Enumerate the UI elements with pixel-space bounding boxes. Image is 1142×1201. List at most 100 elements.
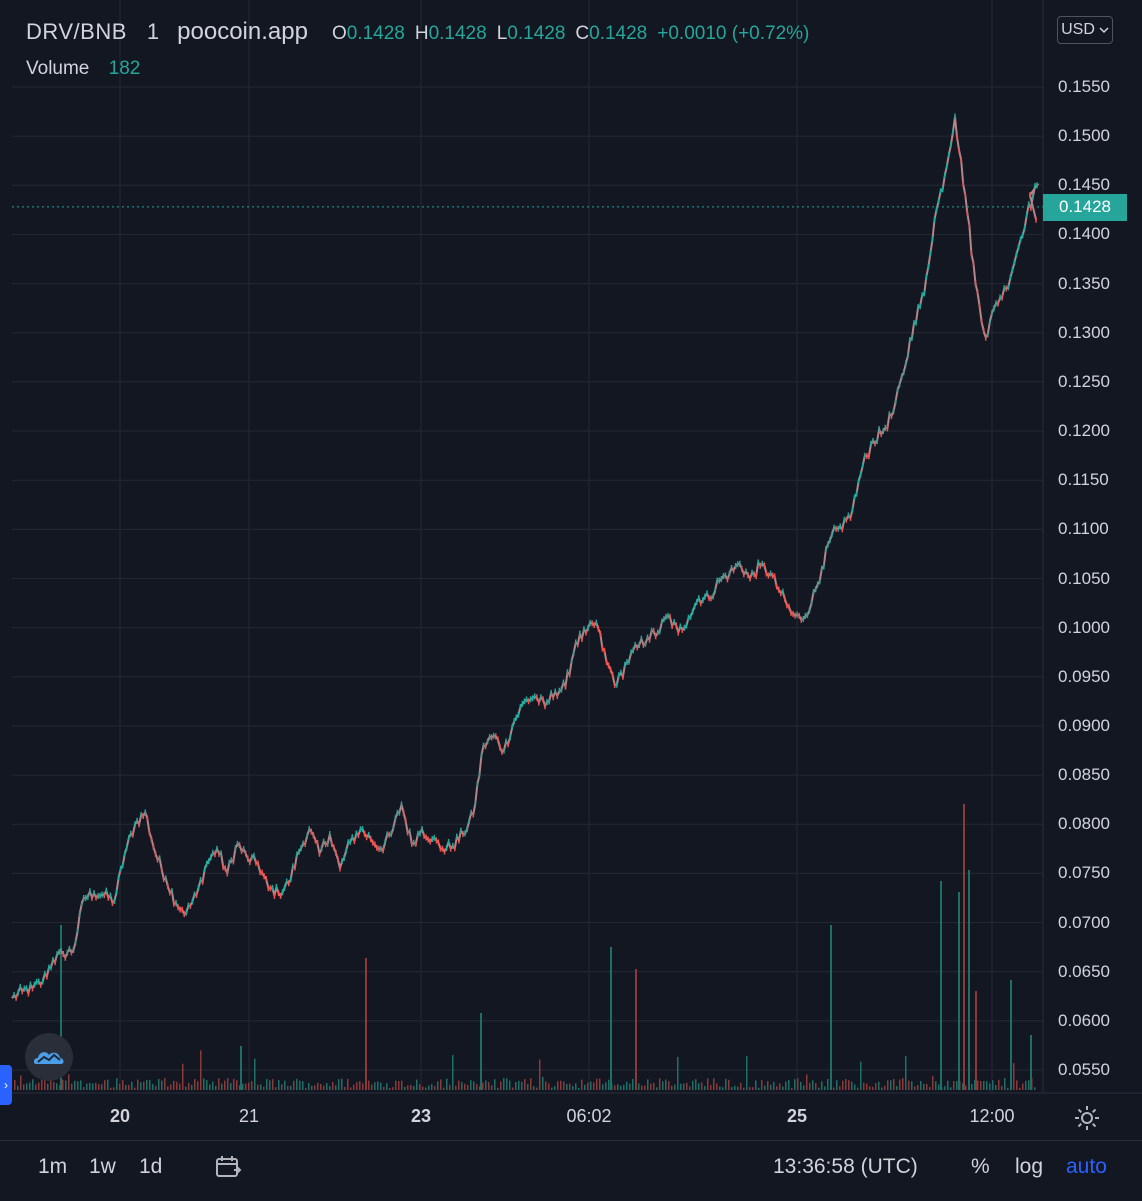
volume-bar	[359, 1081, 361, 1090]
volume-bar	[89, 1082, 91, 1090]
volume-bar	[581, 1079, 583, 1090]
volume-bar	[368, 1080, 370, 1090]
symbol-name[interactable]: DRV/BNB	[26, 19, 127, 44]
volume-bar	[260, 1084, 262, 1090]
volume-bar	[599, 1078, 601, 1090]
volume-bar	[518, 1080, 520, 1090]
volume-bar	[428, 1085, 430, 1090]
volume-bar	[59, 1085, 61, 1090]
volume-bar	[719, 1086, 721, 1090]
volume-bar	[395, 1080, 397, 1090]
volume-bar	[557, 1081, 559, 1090]
volume-bar	[1010, 980, 1012, 1090]
y-tick-label: 0.1400	[1058, 224, 1110, 244]
range-button-1w[interactable]: 1w	[89, 1155, 116, 1178]
volume-bar	[416, 1079, 418, 1090]
volume-bar	[1030, 1035, 1032, 1090]
volume-bar	[164, 1078, 166, 1090]
open-key: O	[331, 23, 347, 44]
volume-bar	[839, 1086, 841, 1090]
volume-bar	[707, 1078, 709, 1090]
volume-bar	[275, 1087, 277, 1090]
volume-bar	[821, 1081, 823, 1090]
volume-bar	[383, 1086, 385, 1090]
volume-bar	[480, 1013, 482, 1090]
volume-bar	[590, 1081, 592, 1090]
range-button-1d[interactable]: 1d	[139, 1155, 163, 1178]
volume-bars	[14, 804, 1036, 1090]
volume-bar	[692, 1080, 694, 1090]
volume-bar	[251, 1081, 253, 1090]
volume-bar	[350, 1087, 352, 1090]
y-tick-label: 0.0650	[1058, 961, 1110, 981]
volume-bar	[749, 1087, 751, 1090]
y-tick-label: 0.1250	[1058, 371, 1110, 391]
volume-bar	[521, 1081, 523, 1090]
volume-bar	[137, 1079, 139, 1090]
volume-bar	[449, 1084, 451, 1090]
volume-bar	[851, 1081, 853, 1090]
volume-bar	[77, 1081, 79, 1090]
volume-bar	[392, 1087, 394, 1090]
volume-bar	[665, 1079, 667, 1090]
volume-bar	[584, 1084, 586, 1090]
volume-bar	[113, 1087, 115, 1090]
volume-bar	[20, 1075, 22, 1090]
volume-bar	[887, 1080, 889, 1090]
volume-bar	[263, 1086, 265, 1090]
auto-toggle[interactable]: auto	[1066, 1155, 1107, 1178]
calendar-icon[interactable]	[214, 1154, 242, 1180]
volume-bar	[23, 1084, 25, 1090]
volume-bar	[32, 1079, 34, 1090]
volume-bar	[158, 1078, 160, 1090]
volume-bar	[983, 1081, 985, 1090]
volume-bar	[776, 1086, 778, 1090]
range-button-1m[interactable]: 1m	[38, 1155, 68, 1178]
gear-icon[interactable]	[1073, 1104, 1101, 1132]
volume-bar	[533, 1086, 535, 1090]
volume-legend: Volume 182	[26, 58, 140, 80]
interval-label[interactable]: 1	[146, 19, 160, 44]
volume-bar	[380, 1082, 382, 1090]
volume-bar	[857, 1087, 859, 1090]
volume-bar	[482, 1082, 484, 1090]
volume-bar	[995, 1085, 997, 1090]
volume-bar	[287, 1085, 289, 1090]
volume-bar	[362, 1083, 364, 1090]
tradingview-logo[interactable]	[25, 1033, 73, 1081]
open-value: 0.1428	[346, 23, 405, 44]
y-tick-label: 0.1200	[1058, 421, 1110, 441]
volume-label[interactable]: Volume	[26, 58, 90, 79]
currency-select[interactable]: USD	[1057, 16, 1113, 44]
currency-label: USD	[1061, 21, 1095, 38]
volume-bar	[293, 1080, 295, 1090]
volume-bar	[425, 1087, 427, 1090]
volume-bar	[122, 1080, 124, 1090]
percent-toggle[interactable]: %	[971, 1155, 990, 1178]
y-tick-label: 0.1550	[1058, 77, 1110, 96]
volume-bar	[575, 1083, 577, 1090]
volume-bar	[731, 1087, 733, 1090]
y-tick-label: 0.0950	[1058, 666, 1110, 686]
volume-bar	[641, 1085, 643, 1090]
volume-bar	[248, 1082, 250, 1090]
clock-time[interactable]: 13:36:58 (UTC)	[773, 1155, 918, 1178]
volume-bar	[722, 1087, 724, 1090]
volume-bar	[992, 1080, 994, 1090]
volume-bar	[779, 1083, 781, 1090]
volume-bar	[845, 1079, 847, 1090]
volume-bar	[413, 1086, 415, 1090]
volume-bar	[539, 1059, 541, 1090]
volume-bar	[656, 1087, 658, 1090]
volume-bar	[629, 1083, 631, 1090]
y-tick-label: 0.1100	[1058, 519, 1109, 539]
volume-bar	[92, 1083, 94, 1090]
log-toggle[interactable]: log	[1015, 1155, 1044, 1178]
volume-bar	[107, 1079, 109, 1090]
volume-bar	[542, 1076, 544, 1090]
volume-bar	[833, 1087, 835, 1090]
close-value: 0.1428	[589, 23, 648, 44]
side-panel-toggle[interactable]: ›	[0, 1065, 12, 1105]
